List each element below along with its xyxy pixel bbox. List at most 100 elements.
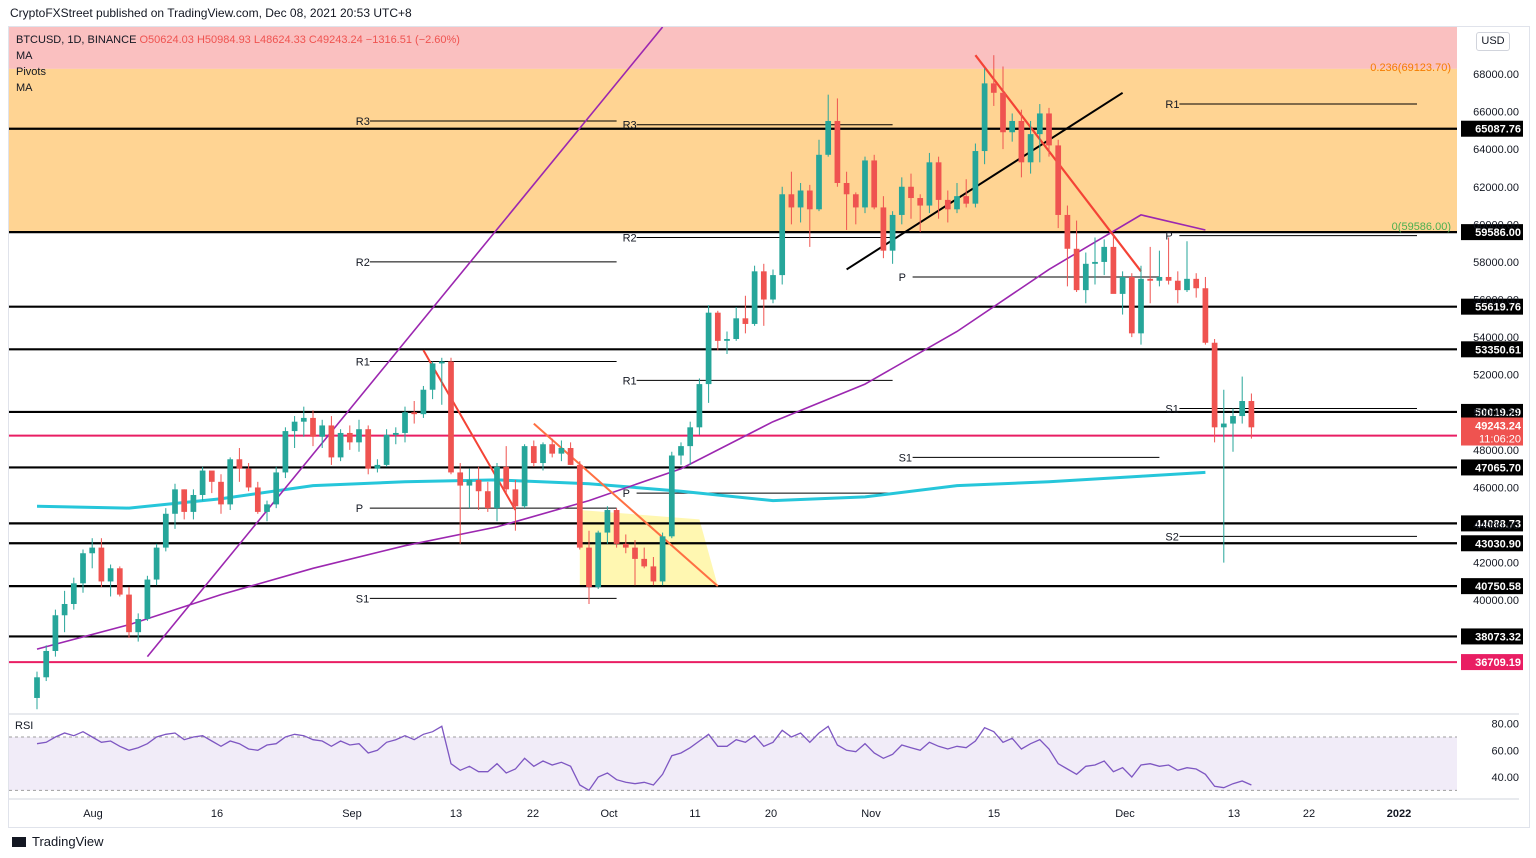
candle-body [1073,248,1080,291]
level-tag [1461,298,1523,315]
candle-body [788,194,795,208]
level-label: 59586.00 [1475,227,1521,239]
ma-fast-line [36,214,1206,650]
candle-body [402,412,408,433]
candle-body [954,196,960,210]
candle-body [521,446,528,507]
candle-body [199,470,206,495]
candle-body [1230,416,1236,424]
candle-body [503,466,510,490]
candle-body [1046,113,1052,146]
candle-body [43,650,50,678]
candle-body [622,543,629,548]
candle-body [346,432,353,443]
x-tick-label: 22 [1303,808,1315,820]
legend-indicator-ma[interactable]: MA [16,50,33,62]
candle-body [466,479,473,486]
pivot-label: P [623,488,630,500]
candle-body [374,464,381,469]
y-tick-label: 68000.00 [1473,69,1519,81]
candle-body [236,459,243,469]
y-tick-label: 54000.00 [1473,332,1519,344]
level-label: 65087.76 [1475,124,1521,136]
candle-body [724,338,730,341]
level-tag [1461,654,1523,671]
candle-body [392,432,399,435]
fib-label: 0.236(69123.70) [1370,62,1451,74]
pivot-label: S2 [1165,531,1178,543]
candle-body [365,429,372,469]
candle-body [1000,92,1006,133]
level-tag [1461,120,1523,137]
level-label: 40750.58 [1475,581,1521,593]
x-tick-label: Aug [83,808,103,820]
pivot-label: S1 [356,593,369,605]
y-tick-label: 46000.00 [1473,482,1519,494]
candle-body [852,194,859,208]
rsi-tick-label: 80.00 [1491,719,1519,731]
downtrend-line [422,349,517,511]
candle-body [144,579,151,620]
chart-frame[interactable]: 65087.76 59586.00 55619.76 53350.61 50019.29… [8,26,1530,828]
candle-body [586,547,592,588]
candle-body [825,120,832,155]
pivot-label: R2 [623,232,637,244]
candle-body [540,444,546,464]
chart-legend: BTCUSD, 1D, BINANCE O50624.03 H50984.93 … [16,32,460,96]
pivot-label: P [356,503,363,515]
x-tick-label: 13 [1228,808,1240,820]
legend-indicator-ma-2[interactable]: MA [16,82,33,94]
candle-body [475,479,482,492]
candle-body [291,421,298,432]
level-tag [1461,628,1523,645]
candle-body [1211,342,1218,428]
price-chart[interactable]: 65087.76 59586.00 55619.76 53350.61 50019.29… [9,26,1529,827]
candle-body [1156,276,1163,281]
candle-body [981,83,988,152]
tradingview-logo-icon [12,836,26,847]
legend-indicator-pivots[interactable]: Pivots [16,66,46,78]
y-tick-label: 44000.00 [1473,520,1519,532]
candle-body [1128,276,1135,334]
candle-body [1036,113,1043,135]
y-tick-label: 52000.00 [1473,370,1519,382]
candle-body [963,196,970,204]
candle-body [1165,276,1172,281]
candle-body [300,417,307,422]
candle-body [457,472,464,486]
y-tick-label: 58000.00 [1473,257,1519,269]
x-tick-label: 13 [450,808,462,820]
rsi-tick-label: 40.00 [1491,772,1519,784]
level-tag [1461,341,1523,358]
candle-body [1248,401,1255,428]
candle-body [816,154,822,210]
candle-body [512,489,519,507]
pivot-label: R2 [356,257,370,269]
currency-button[interactable]: USD [1476,32,1510,51]
rsi-line [36,725,1252,792]
level-label: 36709.19 [1475,657,1521,669]
candle-body [162,513,169,548]
candle-body [1018,120,1025,163]
candle-body [310,417,316,437]
x-tick-label: 2022 [1387,808,1411,820]
candle-body [1055,145,1062,215]
candle-body [1239,401,1246,417]
pivot-label: R3 [623,120,637,132]
fib-label: 0(59586.00) [1392,221,1451,233]
y-tick-label: 64000.00 [1473,144,1519,156]
candle-body [1009,120,1016,133]
candle-body [871,160,878,208]
candle-body [898,186,905,215]
candle-body [595,532,602,588]
rsi-label: RSI [15,720,33,732]
candle-body [34,677,40,698]
candle-body [264,504,270,512]
candle-body [558,447,565,454]
candle-body [1064,214,1071,249]
y-tick-label: 48000.00 [1473,445,1519,457]
legend-ohlc: O50624.03 H50984.93 L48624.33 C49243.24 … [139,34,460,46]
level-label: 43030.90 [1475,538,1521,550]
candle-body [889,214,896,251]
footer-brand: TradingView [12,834,104,849]
